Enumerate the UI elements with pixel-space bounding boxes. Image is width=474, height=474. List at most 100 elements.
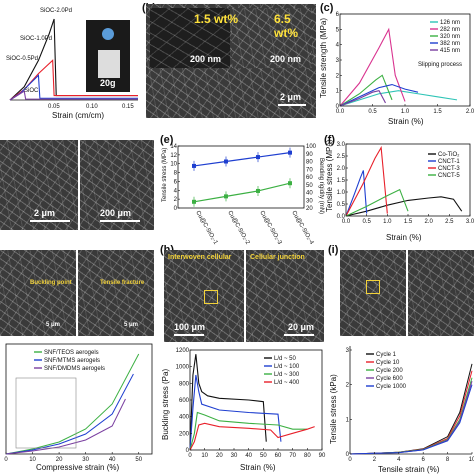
chart-h-legend-label-2: L/d ~ 300 <box>274 372 300 378</box>
chart-f-ytick-6: 3.0 <box>337 142 346 148</box>
chart-i-ytick-1: 1 <box>346 417 350 423</box>
chart-e-category-3: Cu@C-SiO₂-4 <box>290 210 314 246</box>
chart-i-xtick-2: 4 <box>397 457 401 463</box>
chart-h-xtick-7: 70 <box>289 453 296 459</box>
chart-h: 0 200 400 600 800 1000 1200 0 10 20 30 40 50 60 70 80 9… <box>161 348 326 472</box>
sem-image-i <box>340 250 474 336</box>
chart-i-ytick-3: 3 <box>346 348 350 354</box>
chart-h-xtick-8: 80 <box>304 453 311 459</box>
chart-c-xtick-0: 0.0 <box>336 109 345 115</box>
scale-text-d-right: 200 μm <box>100 208 132 218</box>
scale-bar-d-right <box>100 220 140 222</box>
chart-i-xtick-3: 6 <box>422 457 426 463</box>
panel-letter-c: (c) <box>320 2 334 14</box>
chart-e-ytick-7: 14 <box>170 144 177 150</box>
chart-e-ytick-4: 8 <box>174 171 178 177</box>
ylabel-f: Tensile stress (MPa) <box>325 139 334 212</box>
chart-e-ytick-0: 0 <box>174 206 178 212</box>
annotation-c: Slipping process <box>418 62 462 68</box>
chart-h-series-3 <box>189 422 315 451</box>
chart-g-xtick-0: 0 <box>4 457 8 463</box>
chart-i-series-1 <box>349 370 473 455</box>
chart-h-ytick-0: 0 <box>186 448 190 454</box>
ylabel2-e: Bending rigidity (mN) <box>318 158 324 214</box>
chart-h-ytick-2: 400 <box>179 415 190 421</box>
wt-label-left: 1.5 wt% <box>194 12 239 26</box>
chart-c-ytick-4: 4 <box>336 43 340 49</box>
chart-e-category-2: Cu@C-SiO₂-3 <box>258 210 282 246</box>
chart-i-legend-label-4: Cycle 1000 <box>376 384 407 390</box>
chart-e-ytick-1: 2 <box>174 197 178 203</box>
chart-e-y2tick-7: 90 <box>306 152 313 158</box>
inset-weight-label: 20g <box>100 78 116 88</box>
chart-e-y2tick-5: 70 <box>306 167 313 173</box>
chart-f-legend-label-1: CNCT-1 <box>438 159 460 165</box>
zoom-box-i <box>366 280 380 294</box>
chart-i-xtick-5: 10 <box>469 457 474 463</box>
chart-h-xtick-0: 0 <box>188 453 192 459</box>
chart-i-legend-label-2: Cycle 200 <box>376 368 403 374</box>
chart-h-xtick-2: 20 <box>216 453 223 459</box>
chart-e-y2tick-3: 50 <box>306 183 313 189</box>
chart-f-xtick-6: 3.0 <box>466 219 474 225</box>
chart-c-xtick-4: 2.0 <box>466 109 474 115</box>
label-interwoven: Interwoven cellular <box>168 254 232 261</box>
chart-e-ytick-2: 4 <box>174 188 178 194</box>
chart-f-xtick-4: 2.0 <box>424 219 433 225</box>
chart-f-ytick-1: 0.5 <box>337 202 346 208</box>
divider-g <box>76 250 78 336</box>
chart-f-xtick-5: 2.5 <box>445 219 454 225</box>
chart-f-legend-label-0: Co-TiO₂ <box>438 152 460 158</box>
chart-c-legend-label-4: 415 nm <box>440 48 460 54</box>
chart-e-y2tick-6: 80 <box>306 160 313 166</box>
chart-g-series-1 <box>5 373 134 455</box>
chart-h-ytick-6: 1200 <box>176 348 190 354</box>
scale-text-b-tl: 200 nm <box>190 54 222 64</box>
sem-image-b: 200 nm 200 nm 1.5 wt% 6.5 wt% 2 μm <box>146 4 316 118</box>
chart-g-legend-label-1: SNF/MTMS aerogels <box>44 358 100 364</box>
chart-f-legend-label-2: CNCT-3 <box>438 166 460 172</box>
chart-e-category-0: Cu@C-SiO₂-1 <box>194 210 218 246</box>
scale-text-g-right: 5 μm <box>124 322 139 328</box>
sem-inset-b-right: 200 nm <box>232 8 312 68</box>
scale-bar-b <box>278 104 306 106</box>
scale-text-b-tr: 200 nm <box>270 54 302 64</box>
label-buckling-point: Buckling point <box>30 280 72 286</box>
chart-e-series-0 <box>193 152 291 167</box>
ylabel-e: Tensile stress (MPa) <box>162 148 168 202</box>
ylabel-h: Buckling stress (Pa) <box>161 369 170 440</box>
chart-i-legend-label-1: Cycle 10 <box>376 360 400 366</box>
chart-f-series-1 <box>345 170 368 217</box>
chart-g-legend-label-0: SNF/TEOS aerogels <box>44 350 99 356</box>
scale-text-d-left: 2 μm <box>34 208 56 218</box>
chart-c-series-3 <box>339 83 419 107</box>
chart-f-series-3 <box>345 188 409 217</box>
chart-f-series-0 <box>345 196 463 217</box>
chart-c: 0 1 2 3 4 5 6 0.0 0.5 1.0 1.5 2.0 Tensile strength… <box>319 12 474 126</box>
scale-text-h-left: 100 μm <box>174 322 206 332</box>
chart-f-ytick-2: 1.0 <box>337 190 346 196</box>
chart-i-legend-label-3: Cycle 600 <box>376 376 403 382</box>
chart-f: 0.0 0.5 1.0 1.5 2.0 2.5 3.0 0.0 0.5 1.0 1.5 2.0 2.5… <box>325 139 474 242</box>
chart-c-xtick-3: 1.5 <box>433 109 442 115</box>
chart-i-series-2 <box>349 377 473 455</box>
chart-f-ytick-3: 1.5 <box>337 178 346 184</box>
label-tensile-fracture: Tensile fracture <box>100 280 145 286</box>
chart-f-series-2 <box>345 145 388 217</box>
panel-letter-e: (e) <box>160 134 174 146</box>
chart-c-series-1 <box>339 27 406 107</box>
scale-bar-d-left <box>30 220 70 222</box>
chart-c-xtick-2: 1.0 <box>401 109 410 115</box>
chart-c-ytick-3: 3 <box>336 58 340 64</box>
chart-g-xtick-1: 10 <box>29 457 36 463</box>
chart-h-series-1 <box>189 374 282 451</box>
chart-c-ytick-0: 0 <box>336 104 340 110</box>
chart-c-ytick-1: 1 <box>336 89 340 95</box>
chart-g-inset-box <box>15 377 77 449</box>
chart-c-xtick-1: 0.5 <box>368 109 377 115</box>
sem-image-d: 2 μm 200 μm <box>0 140 154 230</box>
chart-c-ytick-2: 2 <box>336 73 340 79</box>
scale-text-h-right: 20 μm <box>288 322 315 332</box>
chart-h-xtick-6: 60 <box>275 453 282 459</box>
drop-icon <box>102 28 114 40</box>
